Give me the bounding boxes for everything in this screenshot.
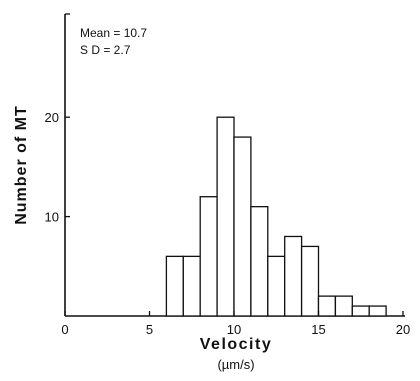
y-axis-ticks: 10 20 xyxy=(45,13,70,225)
histogram-bar xyxy=(300,245,320,317)
histogram-bar xyxy=(334,295,353,317)
histogram-bar xyxy=(216,116,235,317)
histogram-bars xyxy=(165,116,387,317)
x-tick-label: 15 xyxy=(311,322,325,337)
x-axis-unit: (µm/s) xyxy=(217,357,254,372)
histogram-bar xyxy=(199,196,218,317)
histogram-bar xyxy=(182,255,201,317)
x-tick-label: 20 xyxy=(396,322,410,337)
y-tick-label: 10 xyxy=(45,210,59,225)
histogram-bar xyxy=(233,136,252,317)
x-axis-ticks: 0 5 10 15 20 xyxy=(61,311,410,337)
histogram-bar xyxy=(351,305,370,317)
x-tick-label: 10 xyxy=(227,322,241,337)
histogram-bar xyxy=(250,206,269,317)
histogram-bar xyxy=(165,255,184,317)
sd-annotation: S D = 2.7 xyxy=(80,43,131,57)
histogram-bar xyxy=(267,255,286,317)
x-tick-label: 5 xyxy=(146,322,153,337)
x-axis-label: Velocity xyxy=(200,336,272,353)
histogram-bar xyxy=(317,295,337,317)
x-tick-label: 0 xyxy=(61,322,68,337)
histogram-bar xyxy=(284,235,303,317)
y-tick-label: 20 xyxy=(45,110,59,125)
histogram-bar xyxy=(368,305,387,317)
y-axis-label: Number of MT xyxy=(13,105,30,225)
mean-annotation: Mean = 10.7 xyxy=(80,26,147,40)
